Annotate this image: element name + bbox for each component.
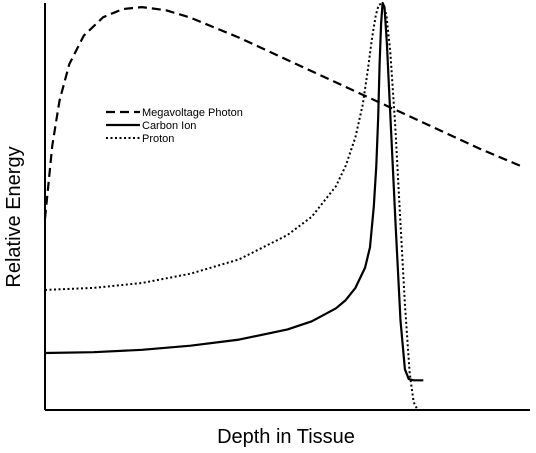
legend-label: Proton (142, 133, 174, 145)
series-line-proton (44, 2, 433, 411)
legend-label: Carbon Ion (142, 120, 196, 132)
x-axis-title: Depth in Tissue (217, 426, 355, 448)
legend-item: Proton (106, 133, 174, 145)
legend-item: Carbon Ion (106, 120, 196, 132)
plot-area (43, 1, 530, 411)
legend-item: Megavoltage Photon (106, 107, 243, 119)
series-line-carbon-ion (44, 1, 424, 382)
y-axis-title: Relative Energy (3, 146, 25, 287)
series-line-megavoltage-photon (43, 6, 521, 219)
series-group (43, 1, 521, 411)
legend-label: Megavoltage Photon (142, 107, 243, 119)
